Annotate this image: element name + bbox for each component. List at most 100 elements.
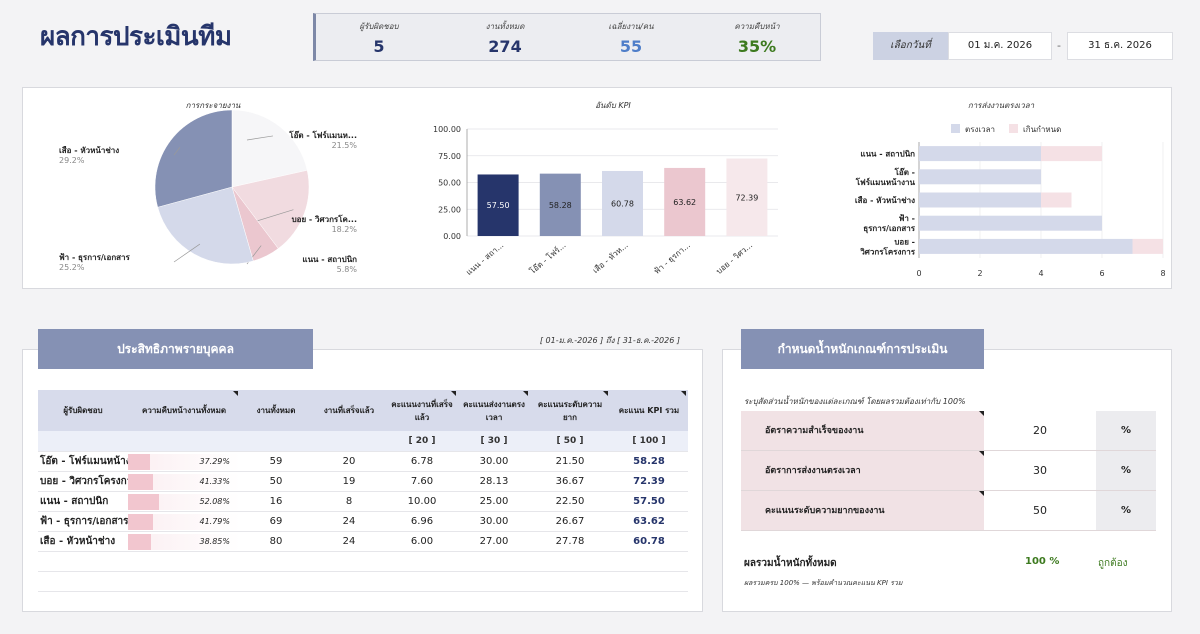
kpi-bar-value: 72.39 xyxy=(735,193,758,202)
empty-cell xyxy=(128,551,240,572)
empty-cell xyxy=(610,571,688,592)
kpi-bar-chart: 100.00 75.00 50.00 25.00 0.00 57.50 แนน - สถา.… xyxy=(433,125,778,277)
weight-input[interactable]: 30 xyxy=(984,451,1096,490)
empty-cell xyxy=(38,571,128,592)
weight-cell: [ 20 ] xyxy=(386,431,458,452)
col-ontime-score[interactable]: คะแนนส่งงานตรงเวลา xyxy=(458,390,530,431)
table-row[interactable]: เสือ - หัวหน้าช่าง 38.85% 80 24 6.00 27.00 27.… xyxy=(38,531,688,552)
progress-bar xyxy=(128,493,160,510)
total-cell: 16 xyxy=(240,491,312,512)
kpi-y-tick: 75.00 xyxy=(438,152,461,161)
table-row[interactable]: แนน - สถาปนิก 52.08% 16 8 10.00 25.00 22.50 57.… xyxy=(38,491,688,512)
weight-row-success: อัตราความสำเร็จของงาน 20 % xyxy=(741,411,1156,451)
end-date-field[interactable]: 31 ธ.ค. 2026 xyxy=(1067,32,1173,60)
col-done[interactable]: งานที่เสร็จแล้ว xyxy=(312,390,386,431)
late-bar xyxy=(1041,192,1072,208)
progress-cell: 38.85% xyxy=(128,531,240,552)
total-weight-label: ผลรวมน้ำหนักทั้งหมด xyxy=(744,558,837,569)
ontime-bar xyxy=(919,146,1041,162)
ontime-bar xyxy=(919,238,1133,254)
pie-slice-percent: 21.5% xyxy=(332,141,358,150)
summary-stats: ผู้รับผิดชอบ 5 งานทั้งหมด 274 เฉลี่ยงาน/… xyxy=(313,13,821,61)
done-score-cell: 10.00 xyxy=(386,491,458,512)
empty-cell xyxy=(386,571,458,592)
performance-date-range: [ 01-ม.ค.-2026 ] ถึง [ 31-ธ.ค.-2026 ] xyxy=(539,336,680,345)
weight-cell: [ 100 ] xyxy=(610,431,688,452)
ontime-y-label: แนน - สถาปนิก xyxy=(860,150,915,159)
col-progress[interactable]: ความคืบหน้างานทั้งหมด xyxy=(128,390,240,431)
ontime-y-label: บอย - xyxy=(894,237,915,246)
table-row[interactable]: โอ๊ต - โฟร์แมนหน้างาน 37.29% 59206.7830.00… xyxy=(38,451,688,472)
kpi-x-label: บอย - วิศว... xyxy=(715,241,755,276)
kpi-x-label: โอ๊ต - โฟร์... xyxy=(527,240,567,276)
weight-input[interactable]: 50 xyxy=(984,491,1096,530)
empty-cell xyxy=(458,571,530,592)
difficulty-score-cell: 22.50 xyxy=(530,491,610,512)
difficulty-score-cell: 26.67 xyxy=(530,511,610,532)
table-row[interactable]: บอย - วิศวกรโครงการ 41.33% 50 19 7.60 28.13 36… xyxy=(38,471,688,492)
done-score-cell: 7.60 xyxy=(386,471,458,492)
weight-input[interactable]: 20 xyxy=(984,411,1096,450)
page-title: ผลการประเมินทีม xyxy=(40,22,232,52)
owner-cell: แนน - สถาปนิก xyxy=(38,491,128,512)
difficulty-score-cell: 21.50 xyxy=(530,451,610,472)
kpi-cell: 58.28 xyxy=(610,451,688,472)
empty-cell xyxy=(386,551,458,572)
col-difficulty-score[interactable]: คะแนนระดับความยาก xyxy=(530,390,610,431)
ontime-y-label: วิศวกรโครงการ xyxy=(860,246,916,256)
stat-value: 35% xyxy=(737,37,777,56)
stat-avg-tasks: เฉลี่ยงาน/คน 55 xyxy=(568,14,694,60)
ontime-bar xyxy=(919,169,1041,185)
progress-track xyxy=(128,473,240,490)
total-weight-status: ถูกต้อง xyxy=(1098,558,1128,569)
stat-label: เฉลี่ยงาน/คน xyxy=(608,22,654,31)
weight-row-difficulty: คะแนนระดับความยากของงาน 50 % xyxy=(741,491,1156,531)
date-separator: - xyxy=(1057,39,1061,52)
col-total[interactable]: งานทั้งหมด xyxy=(240,390,312,431)
pie-leader-line xyxy=(173,147,181,156)
weights-header: กำหนดน้ำหนักเกณฑ์การประเมิน xyxy=(741,329,984,369)
pie-slice xyxy=(154,109,233,208)
ontime-bar-chart: ตรงเวลา เกินกำหนด 0 2 4 6 8 แนน - สถาปนิกโอ๊ต -… xyxy=(855,124,1166,278)
empty-cell xyxy=(128,571,240,592)
weight-cell: [ 50 ] xyxy=(530,431,610,452)
table-row[interactable]: ฟ้า - ธุรการ/เอกสาร 41.79% 69 24 6.96 30.00 26… xyxy=(38,511,688,532)
difficulty-score-cell: 36.67 xyxy=(530,471,610,492)
performance-header: ประสิทธิภาพรายบุคคล xyxy=(38,329,313,369)
ontime-y-label: โอ๊ต - xyxy=(894,167,915,177)
weights-row: [ 20 ] [ 30 ] [ 50 ] [ 100 ] xyxy=(38,431,688,452)
table-header-row: ผู้รับผิดชอบ ความคืบหน้างานทั้งหมด งานทั… xyxy=(38,390,688,431)
progress-track xyxy=(128,533,240,550)
ontime-score-cell: 28.13 xyxy=(458,471,530,492)
pie-chart-title: การกระจายงาน xyxy=(185,101,241,110)
start-date-field[interactable]: 01 ม.ค. 2026 xyxy=(948,32,1052,60)
empty-row xyxy=(38,551,688,572)
total-cell: 59 xyxy=(240,451,312,472)
total-weight-note: ผลรวมครบ 100% — พร้อมคำนวณคะแนน KPI รวม xyxy=(744,579,903,587)
ontime-x-tick: 4 xyxy=(1038,269,1043,278)
date-picker-button[interactable]: เลือกวันที่ xyxy=(873,32,948,60)
total-cell: 69 xyxy=(240,511,312,532)
done-cell: 24 xyxy=(312,531,386,552)
kpi-x-label: แนน - สถา... xyxy=(464,241,505,277)
kpi-cell: 63.62 xyxy=(610,511,688,532)
owner-cell: เสือ - หัวหน้าช่าง xyxy=(38,531,128,552)
weight-label: คะแนนระดับความยากของงาน xyxy=(741,491,984,530)
done-score-cell: 6.00 xyxy=(386,531,458,552)
legend-label: ตรงเวลา xyxy=(965,125,995,134)
difficulty-score-cell: 27.78 xyxy=(530,531,610,552)
col-kpi[interactable]: คะแนน KPI รวม xyxy=(610,390,688,431)
empty-cell xyxy=(530,571,610,592)
ontime-x-tick: 0 xyxy=(916,269,921,278)
kpi-bar xyxy=(602,170,643,236)
stat-label: ความคืบหน้า xyxy=(734,22,780,31)
col-owner[interactable]: ผู้รับผิดชอบ xyxy=(38,390,128,431)
progress-bar xyxy=(128,453,151,470)
kpi-y-tick: 50.00 xyxy=(438,179,461,188)
ontime-score-cell: 25.00 xyxy=(458,491,530,512)
pie-slice xyxy=(231,109,308,188)
col-done-score[interactable]: คะแนนงานที่เสร็จแล้ว xyxy=(386,390,458,431)
kpi-bar xyxy=(477,174,519,236)
pie-slice-label: เสือ - หัวหน้าช่าง xyxy=(59,145,119,155)
stat-owners: ผู้รับผิดชอบ 5 xyxy=(316,14,442,60)
